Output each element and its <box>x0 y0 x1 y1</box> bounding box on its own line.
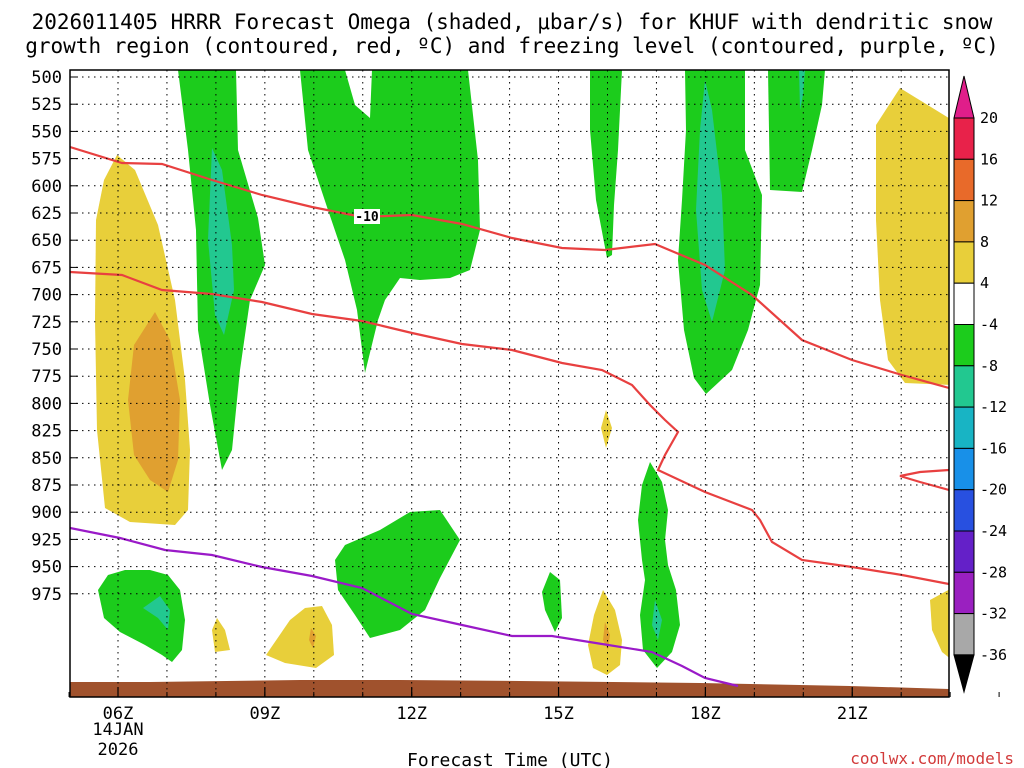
colorbar-label: -12 <box>980 398 1007 416</box>
omega-negative-region-16z <box>590 70 622 258</box>
x-tick-label: 09Z <box>249 704 280 724</box>
x-axis: 06Z 09Z 12Z 15Z 18Z 21Z <box>68 687 1000 724</box>
colorbar-swatch <box>953 406 975 449</box>
colorbar-label: -24 <box>980 522 1007 540</box>
omega-teal-region-08z <box>208 148 234 335</box>
colorbar-swatch <box>953 241 975 284</box>
y-tick-label: 925 <box>31 530 62 550</box>
y-tick-label: 650 <box>31 231 62 251</box>
omega-negative-region-06z-low <box>98 570 185 662</box>
colorbar-label: 8 <box>980 233 989 251</box>
omega-teal-region-17z-low <box>652 600 662 640</box>
colorbar-swatch <box>953 324 975 367</box>
y-tick-label: 525 <box>31 95 62 115</box>
x-tick-label: 21Z <box>837 704 868 724</box>
y-tick-label: 775 <box>31 367 62 387</box>
dgz-contour-label: -10 <box>355 210 379 225</box>
y-tick-label: 575 <box>31 150 62 170</box>
omega-teal-region-06z-low <box>143 596 170 630</box>
colorbar-swatch <box>953 613 975 656</box>
y-tick-label: 625 <box>31 204 62 224</box>
omega-orange-core-06z <box>128 312 180 492</box>
colorbar-swatch <box>953 489 975 532</box>
colorbar-label: 20 <box>980 109 998 127</box>
omega-negative-region-1530z-low <box>542 572 562 632</box>
omega-orange-core-16z <box>603 622 610 650</box>
colorbar-swatch <box>953 282 975 326</box>
omega-negative-region-12z-low <box>335 510 460 638</box>
colorbar-top-arrow <box>953 75 975 119</box>
omega-positive-region-2330z <box>930 589 949 658</box>
omega-negative-region-11z <box>300 70 480 373</box>
colorbar-label: 4 <box>980 274 989 292</box>
y-tick-label: 750 <box>31 340 62 360</box>
freezing-level-contour <box>70 526 739 688</box>
x-axis-label: Forecast Time (UTC) <box>407 750 613 768</box>
y-tick-label: 850 <box>31 449 62 469</box>
colorbar-swatch <box>953 447 975 491</box>
dgz-contour-lower <box>70 270 949 586</box>
y-tick-label: 875 <box>31 476 62 496</box>
y-tick-label: 900 <box>31 503 62 523</box>
colorbar: 20 16 12 8 4 -4 -8 -12 -16 -20 -24 -28 -32 -36 <box>953 75 1007 694</box>
y-axis: 500 525 550 575 600 625 650 675 700 725 750 775 800 8… <box>31 68 78 605</box>
y-tick-label: 825 <box>31 422 62 442</box>
omega-teal-region-20z <box>799 70 805 110</box>
omega-positive-region-16z-small <box>601 410 612 448</box>
x-tick-label: 12Z <box>396 704 427 724</box>
omega-positive-region-0815z <box>212 618 230 652</box>
y-tick-label: 800 <box>31 394 62 414</box>
y-tick-label: 550 <box>31 122 62 142</box>
colorbar-label: 12 <box>980 192 998 210</box>
colorbar-swatch <box>953 158 975 202</box>
site-credit: coolwx.com/models <box>850 749 1014 768</box>
colorbar-label: -36 <box>980 646 1007 664</box>
omega-positive-region-10z <box>266 606 334 668</box>
colorbar-label: -28 <box>980 563 1007 581</box>
x-tick-label: 18Z <box>690 704 721 724</box>
y-tick-label: 600 <box>31 177 62 197</box>
y-tick-label: 675 <box>31 258 62 278</box>
y-tick-label: 950 <box>31 558 62 578</box>
y-tick-label: 700 <box>31 286 62 306</box>
omega-negative-region-17z-low <box>638 462 680 668</box>
colorbar-swatch <box>953 200 975 243</box>
colorbar-swatch <box>953 571 975 615</box>
colorbar-bottom-arrow <box>953 654 975 694</box>
x-tick-label: 06Z <box>103 704 134 724</box>
colorbar-swatch <box>953 117 975 160</box>
colorbar-swatch <box>953 530 975 573</box>
x-date-line1: 14JAN <box>92 720 143 740</box>
omega-orange-core-10z <box>309 628 316 648</box>
colorbar-label: -8 <box>980 357 998 375</box>
colorbar-label: -4 <box>980 316 998 334</box>
chart-title-line2: growth region (contoured, red, ºC) and f… <box>25 34 999 58</box>
gridlines <box>70 70 949 697</box>
colorbar-label: 16 <box>980 150 998 168</box>
plot-area <box>70 70 949 697</box>
x-tick-label: 15Z <box>543 704 574 724</box>
y-tick-label: 725 <box>31 313 62 333</box>
colorbar-label: -20 <box>980 481 1007 499</box>
colorbar-label: -32 <box>980 605 1007 623</box>
dgz-contour-right <box>899 468 949 492</box>
colorbar-swatch <box>953 365 975 408</box>
x-date-line2: 2026 <box>98 740 139 760</box>
omega-positive-region-22z <box>876 88 949 385</box>
omega-teal-region-18z <box>696 80 725 322</box>
chart-title-line1: 2026011405 HRRR Forecast Omega (shaded, … <box>32 10 993 34</box>
colorbar-label: -16 <box>980 439 1007 457</box>
y-tick-label: 500 <box>31 68 62 88</box>
dgz-contour-upper <box>70 145 949 390</box>
y-tick-label: 975 <box>31 585 62 605</box>
